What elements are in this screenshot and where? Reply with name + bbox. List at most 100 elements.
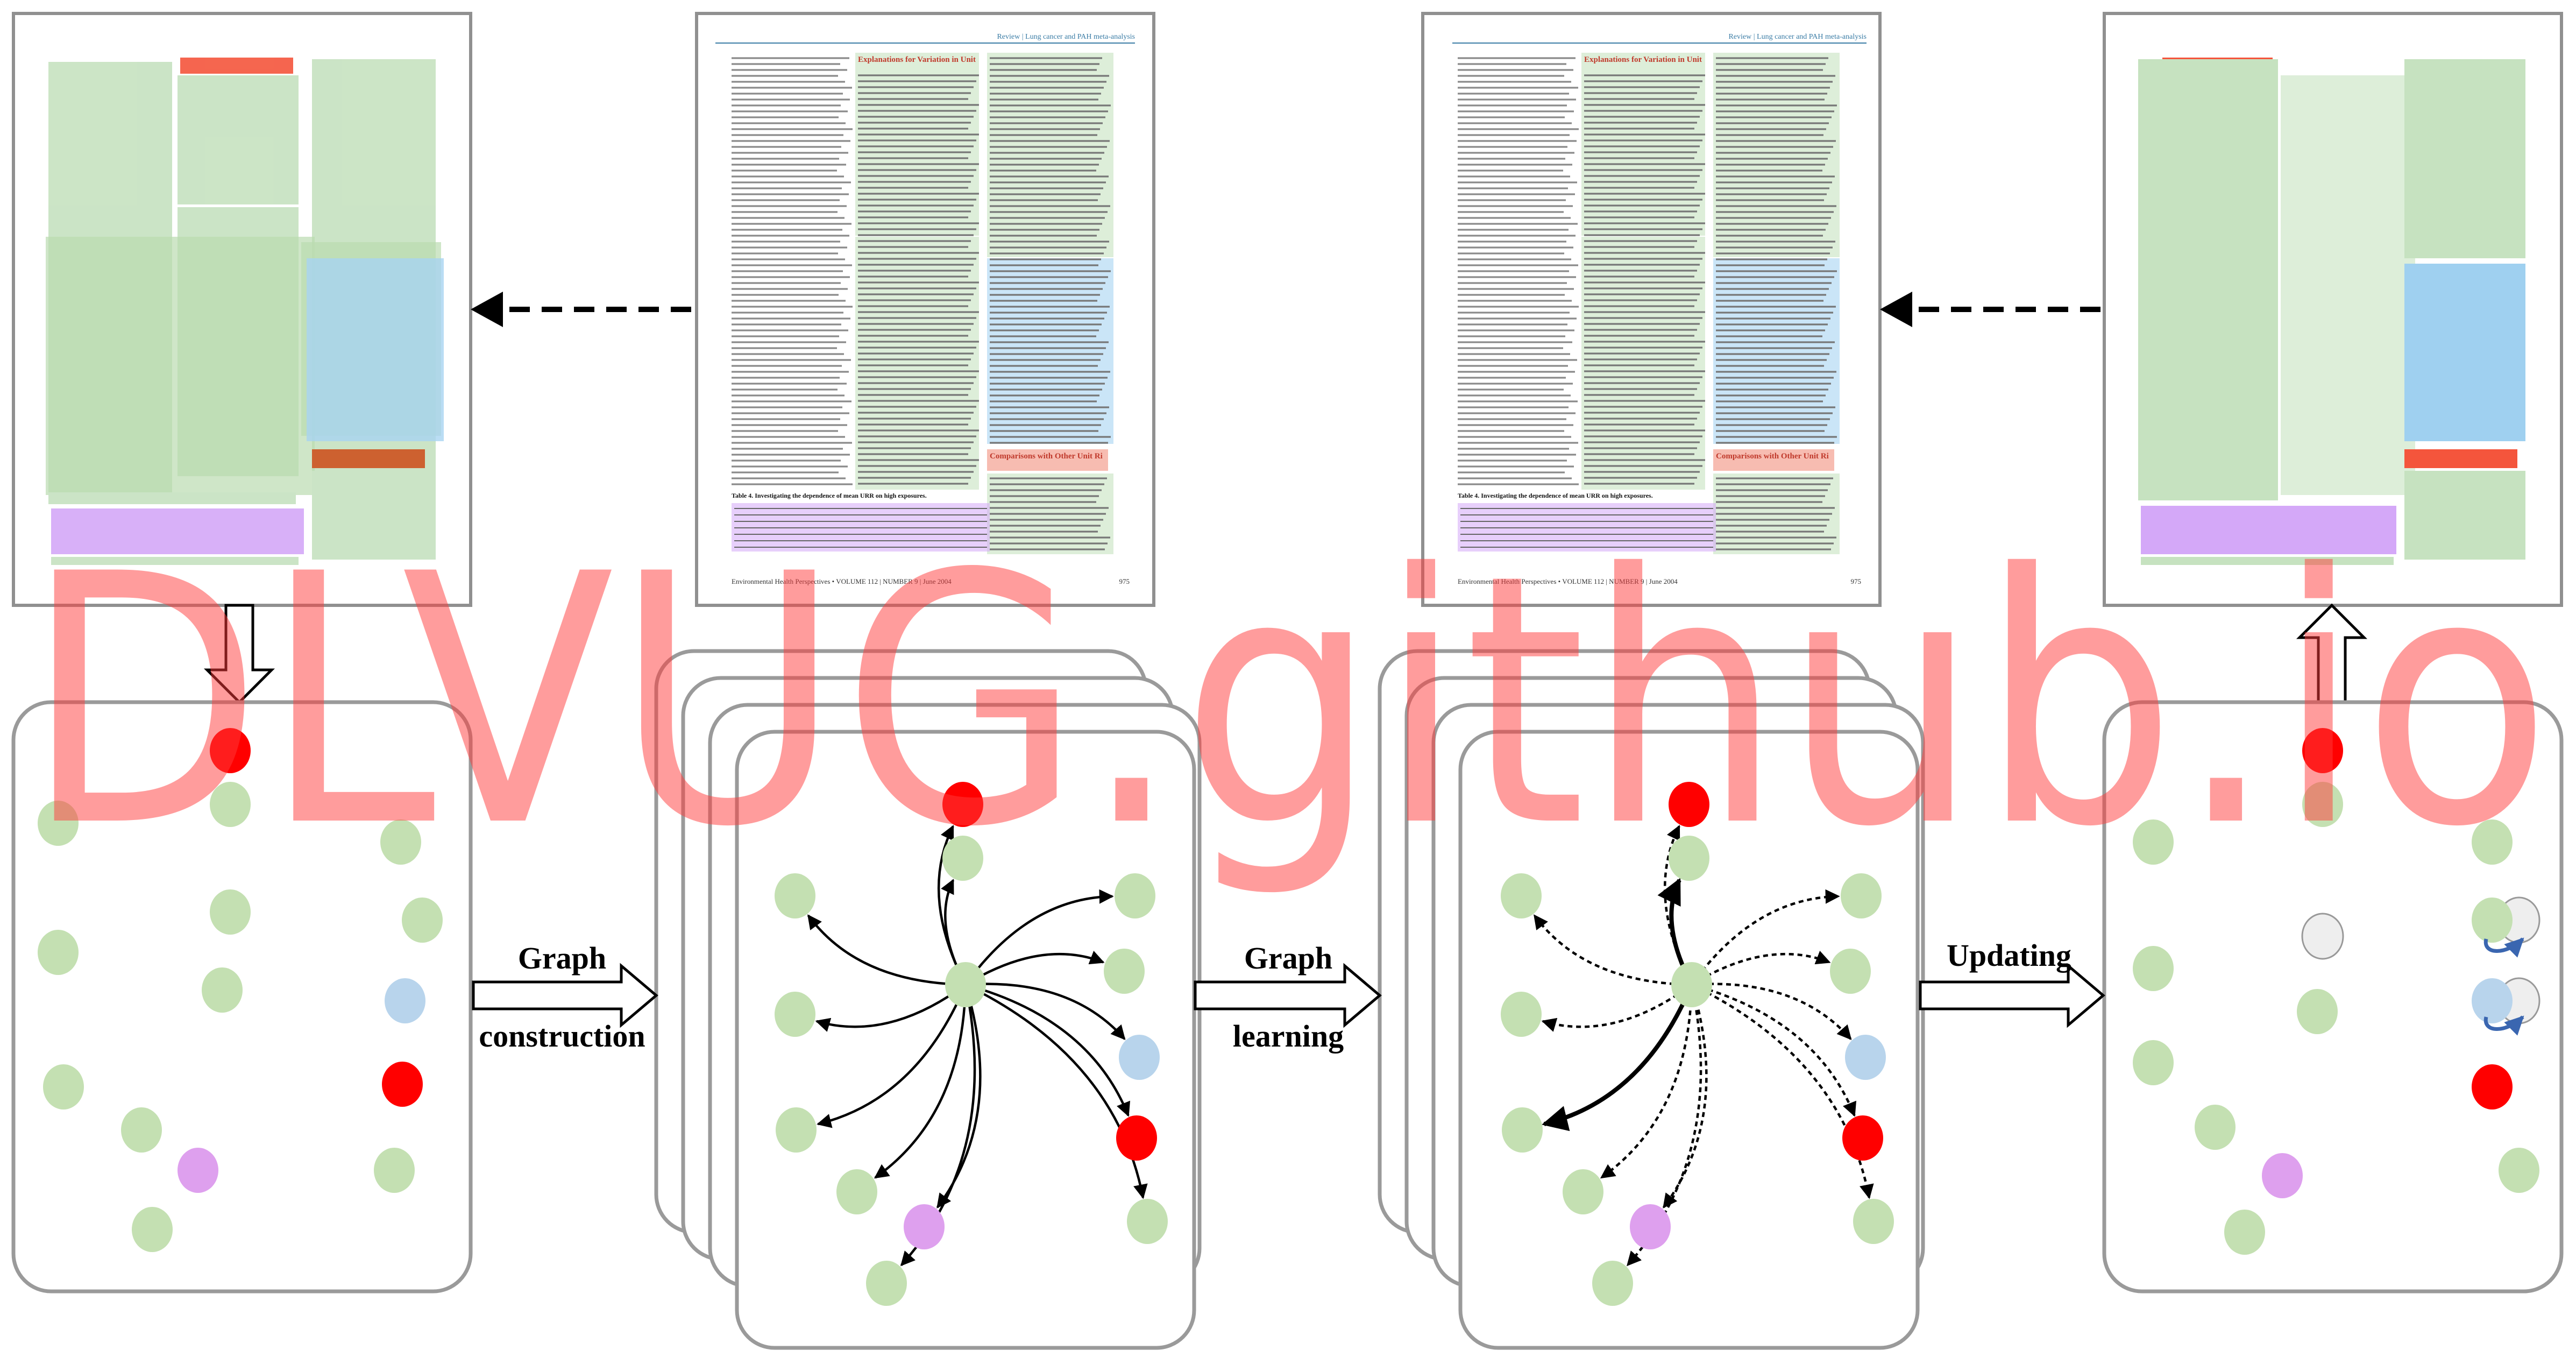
section-heading: Explanations for Variation in Unit [1584,55,1702,64]
graph-construction-label-1: Graph [518,941,606,976]
green-node [2195,1105,2236,1150]
graph-edge [1541,984,1693,1032]
graph-learning-stack [1378,649,1925,1350]
green-node [2224,1210,2265,1255]
graph-edge [815,984,967,1032]
graph-edge [1691,983,1852,1040]
graph-edge [807,914,966,986]
green-node [945,962,986,1007]
green-node [866,1261,907,1306]
red-node [1116,1115,1157,1161]
green-node [1501,992,1542,1037]
page-number: 975 [1119,577,1130,585]
green-node [43,1064,84,1109]
section-heading: Comparisons with Other Unit Ri [1716,452,1829,461]
graph-edge [1600,984,1693,1179]
green-node [132,1207,173,1252]
green-node [2133,1040,2174,1085]
graph-edge [1691,983,1857,1117]
purple-node [178,1148,218,1193]
table-block [51,508,304,554]
purple-node [904,1204,945,1249]
green-node [402,897,443,943]
blue-node [1845,1035,1886,1080]
node-set [775,782,1168,1306]
graph-edge [964,889,1114,986]
graph-edge [965,983,1126,1040]
graph-edge [1542,984,1694,1132]
text-block [312,471,436,557]
node-set [2133,728,2540,1255]
list-block [2404,449,2517,468]
node-set [38,728,443,1252]
purple-node [1630,1204,1671,1249]
graph-edge [817,984,967,1128]
green-node [121,1107,162,1153]
green-node [775,873,815,918]
green-node [2472,819,2513,865]
green-node [374,1148,415,1193]
purple-node [2262,1153,2303,1198]
figure-block [307,258,444,441]
page-number: 975 [1851,577,1862,585]
document-page-panel: Review | Lung cancer and PAH meta-analys… [695,12,1155,607]
red-node [2472,1064,2513,1109]
graph-learning-label-1: Graph [1244,941,1332,976]
graph-edge [964,950,1105,986]
node-panel-updated [2102,700,2564,1294]
blue-node [385,978,425,1023]
green-node [1853,1199,1894,1244]
page-header: Review | Lung cancer and PAH meta-analys… [997,33,1135,41]
graph-edge [1691,950,1831,986]
table-block [2141,506,2396,554]
green-node [202,967,243,1013]
red-node [1842,1115,1883,1161]
title-block [180,58,293,74]
graph-construction-label-2: construction [479,1019,645,1054]
layout-blocks [2138,58,2525,565]
blue-node [1119,1035,1160,1080]
page-footer: Environmental Health Perspectives • VOLU… [732,577,952,585]
graph-edge [1691,889,1840,986]
graph-edge [1663,984,1708,1208]
red-node [382,1062,423,1107]
green-node [1830,949,1871,994]
green-node [1563,1169,1603,1214]
green-node [775,992,815,1037]
updating-label: Updating [1947,938,2071,973]
graph-edge [965,983,1131,1117]
green-node [38,930,79,975]
text-block [178,75,299,204]
green-node [210,889,251,935]
merge-arrow [2483,937,2524,958]
red-node [942,782,983,827]
green-node [2133,946,2174,991]
green-node [1592,1261,1633,1306]
stage-arrow-updating: Updating [1919,938,2105,1028]
green-node [1115,873,1155,918]
table-caption: Table 4. Investigating the dependence of… [732,492,927,499]
gray-node [2301,913,2344,960]
green-node [38,801,79,846]
vertical-arrows [203,603,2368,704]
red-node [210,728,251,773]
green-node [1127,1199,1168,1244]
green-node [2297,989,2338,1034]
green-node [776,1107,817,1153]
document-page-panel-result: Review | Lung cancer and PAH meta-analys… [1421,12,1882,607]
list-block [312,449,425,468]
page-footer: Environmental Health Perspectives • VOLU… [1458,577,1678,585]
section-heading: Explanations for Variation in Unit [858,55,976,64]
graph-edge [874,984,967,1179]
green-node [380,819,421,865]
node-panel-initial [11,700,473,1294]
red-node [1669,782,1709,827]
text-block [2138,59,2278,500]
table-caption: Table 4. Investigating the dependence of… [1458,492,1653,499]
blue-node [2472,978,2513,1023]
green-node [1502,1107,1543,1153]
initial-layout-panel [12,12,472,607]
text-block [2404,59,2525,258]
page-header: Review | Lung cancer and PAH meta-analys… [1728,33,1867,41]
